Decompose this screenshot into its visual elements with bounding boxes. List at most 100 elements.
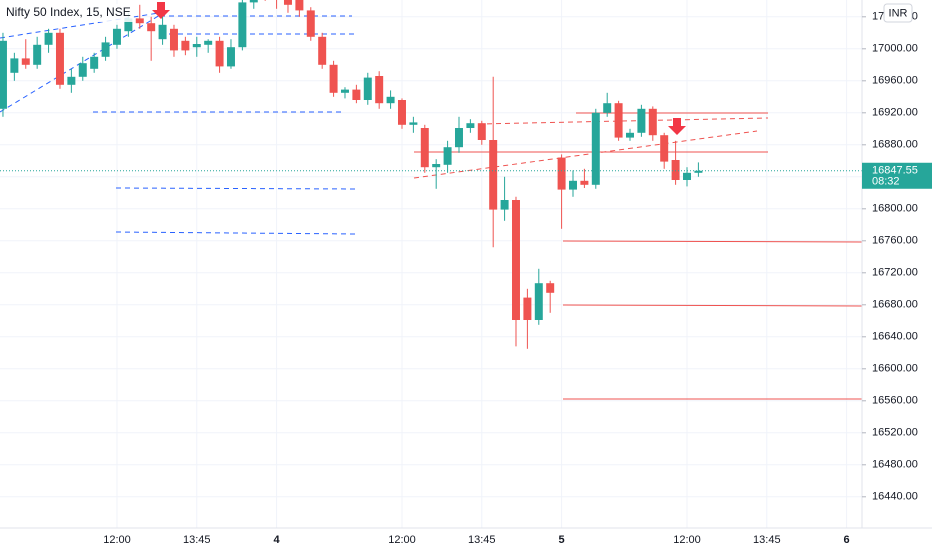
candle-body bbox=[238, 2, 247, 48]
y-tick-label: 16960.00 bbox=[872, 75, 918, 87]
candle-body bbox=[660, 135, 669, 162]
x-tick-label: 12:00 bbox=[103, 534, 131, 546]
candle-body bbox=[375, 76, 384, 104]
level-line bbox=[115, 231, 358, 235]
candle-body bbox=[546, 283, 555, 293]
candle-body bbox=[33, 44, 42, 65]
candle-body bbox=[397, 100, 406, 125]
candle-body bbox=[534, 283, 543, 320]
candle-body bbox=[112, 28, 121, 45]
candle-body bbox=[352, 89, 361, 100]
candle-body bbox=[101, 42, 110, 57]
level-line bbox=[115, 187, 358, 190]
candle-body bbox=[295, 0, 304, 11]
candle-body bbox=[466, 123, 475, 128]
candle-body bbox=[90, 56, 99, 69]
candle-body bbox=[306, 10, 315, 37]
candle-body bbox=[21, 58, 30, 65]
currency-label[interactable]: INR bbox=[889, 7, 908, 19]
y-tick-label: 16480.00 bbox=[872, 459, 918, 471]
candle-body bbox=[671, 160, 680, 180]
candle-body bbox=[614, 103, 623, 138]
candle-body bbox=[477, 123, 486, 140]
trend-line bbox=[0, 11, 166, 39]
sell-arrow bbox=[668, 118, 686, 135]
sell-arrow bbox=[152, 2, 170, 19]
candle-body bbox=[500, 200, 509, 210]
candle-body bbox=[192, 44, 201, 48]
x-tick-label: 12:00 bbox=[388, 534, 416, 546]
candle-body bbox=[124, 18, 133, 32]
candle-body bbox=[432, 164, 441, 168]
x-tick-label: 13:45 bbox=[468, 534, 496, 546]
grid bbox=[0, 0, 862, 528]
axes: 16440.00 16480.00 16520.00 16560.00 16600.00… bbox=[103, 11, 932, 546]
y-tick-label: 16520.00 bbox=[872, 427, 918, 439]
y-tick-label: 16440.00 bbox=[872, 491, 918, 503]
countdown-label: 08:32 bbox=[872, 176, 900, 188]
x-tick-label: 6 bbox=[844, 534, 850, 546]
candle-body bbox=[55, 32, 64, 85]
currency-button[interactable] bbox=[883, 3, 913, 23]
candle-body bbox=[683, 172, 691, 180]
candle-body bbox=[512, 200, 520, 320]
y-tick-label: 16800.00 bbox=[872, 203, 918, 215]
candle-body bbox=[215, 40, 224, 67]
candle-body bbox=[158, 24, 167, 40]
candle-body bbox=[409, 122, 418, 125]
candle-body bbox=[329, 64, 338, 93]
candle-body bbox=[318, 36, 327, 65]
candle-body bbox=[694, 170, 703, 173]
candle-body bbox=[648, 108, 657, 136]
candle-body bbox=[226, 47, 235, 67]
candle-body bbox=[637, 108, 646, 133]
candle-body bbox=[363, 77, 372, 100]
level-line bbox=[562, 240, 863, 243]
candle-body bbox=[443, 147, 452, 165]
candle-body bbox=[557, 157, 566, 190]
y-tick-label: 16760.00 bbox=[872, 235, 918, 247]
candle-body bbox=[44, 32, 53, 45]
candle-body bbox=[169, 28, 178, 51]
y-tick-label: 16720.00 bbox=[872, 267, 918, 279]
candle-body bbox=[420, 128, 429, 168]
candle-body bbox=[147, 23, 156, 32]
candle-body bbox=[67, 76, 76, 85]
candle-body bbox=[591, 112, 600, 185]
trend-line bbox=[477, 117, 769, 125]
candle-body bbox=[603, 103, 612, 113]
candle-body bbox=[523, 297, 532, 320]
candle-body bbox=[0, 40, 7, 109]
candle-body bbox=[135, 18, 144, 24]
candle-body bbox=[569, 180, 577, 190]
candles bbox=[0, 0, 862, 349]
level-line bbox=[562, 304, 863, 307]
chart-title: Nifty 50 Index, 15, NSE bbox=[6, 5, 131, 19]
candle-body bbox=[454, 128, 463, 148]
candle-body bbox=[340, 89, 349, 93]
y-tick-label: 17000.00 bbox=[872, 43, 918, 55]
last-price-box bbox=[862, 162, 932, 189]
candle-body bbox=[386, 96, 395, 104]
x-tick-label: 13:45 bbox=[183, 534, 211, 546]
candle-body bbox=[283, 0, 292, 5]
x-tick-label: 5 bbox=[559, 534, 565, 546]
candle-body bbox=[181, 40, 190, 51]
candle-body bbox=[489, 140, 498, 210]
candle-body bbox=[580, 180, 589, 185]
candle-body bbox=[204, 40, 213, 45]
x-tick-label: 12:00 bbox=[673, 534, 701, 546]
x-tick-label: 13:45 bbox=[753, 534, 781, 546]
y-tick-label: 16920.00 bbox=[872, 107, 918, 119]
y-tick-label: 16600.00 bbox=[872, 363, 918, 375]
title-bg bbox=[0, 4, 134, 22]
candle-body bbox=[10, 58, 19, 73]
x-tick-label: 4 bbox=[274, 534, 281, 546]
y-tick-label: 16640.00 bbox=[872, 331, 918, 343]
y-tick-label: 16560.00 bbox=[872, 395, 918, 407]
drawings bbox=[0, 2, 863, 400]
y-tick-label: 16880.00 bbox=[872, 139, 918, 151]
last-price-label: 16847.55 bbox=[872, 165, 918, 177]
